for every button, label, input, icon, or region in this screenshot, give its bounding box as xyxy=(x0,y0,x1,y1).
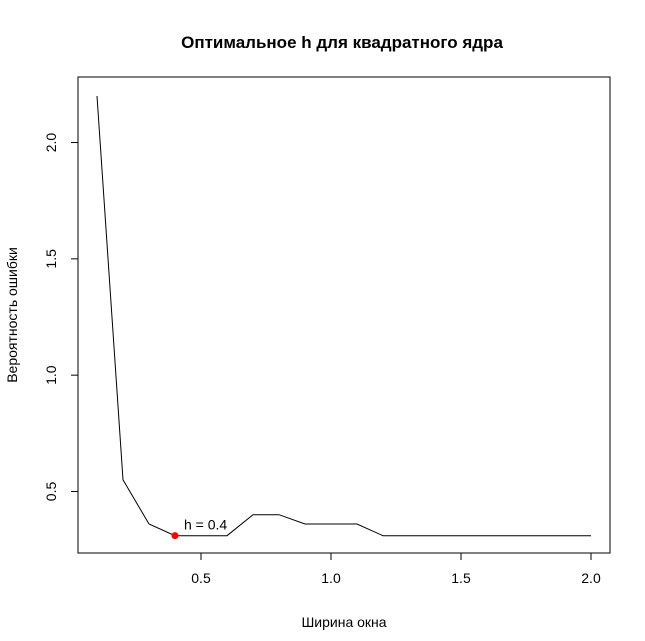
y-tick-label: 0.5 xyxy=(43,482,59,502)
series-line xyxy=(96,95,591,537)
y-axis: 0.5 1.0 1.5 2.0 xyxy=(43,133,79,502)
y-axis-label: Вероятность ошибки xyxy=(4,247,20,383)
x-tick-label: 0.5 xyxy=(191,570,211,586)
chart-title: Оптимальное h для квадратного ядра xyxy=(181,33,503,52)
x-axis: 0.5 1.0 1.5 2.0 xyxy=(191,552,601,586)
x-tick-label: 2.0 xyxy=(581,570,601,586)
highlight-layer: h = 0.4 xyxy=(171,517,227,540)
optimal-point-label: h = 0.4 xyxy=(184,517,227,533)
optimal-point xyxy=(171,532,179,540)
x-tick-label: 1.5 xyxy=(451,570,471,586)
x-tick-label: 1.0 xyxy=(321,570,341,586)
series-layer xyxy=(96,95,591,537)
y-tick-label: 1.0 xyxy=(43,365,59,385)
y-tick-label: 1.5 xyxy=(43,249,59,269)
x-axis-label: Ширина окна xyxy=(301,614,386,630)
plot-frame xyxy=(77,76,611,554)
y-tick-label: 2.0 xyxy=(43,133,59,153)
